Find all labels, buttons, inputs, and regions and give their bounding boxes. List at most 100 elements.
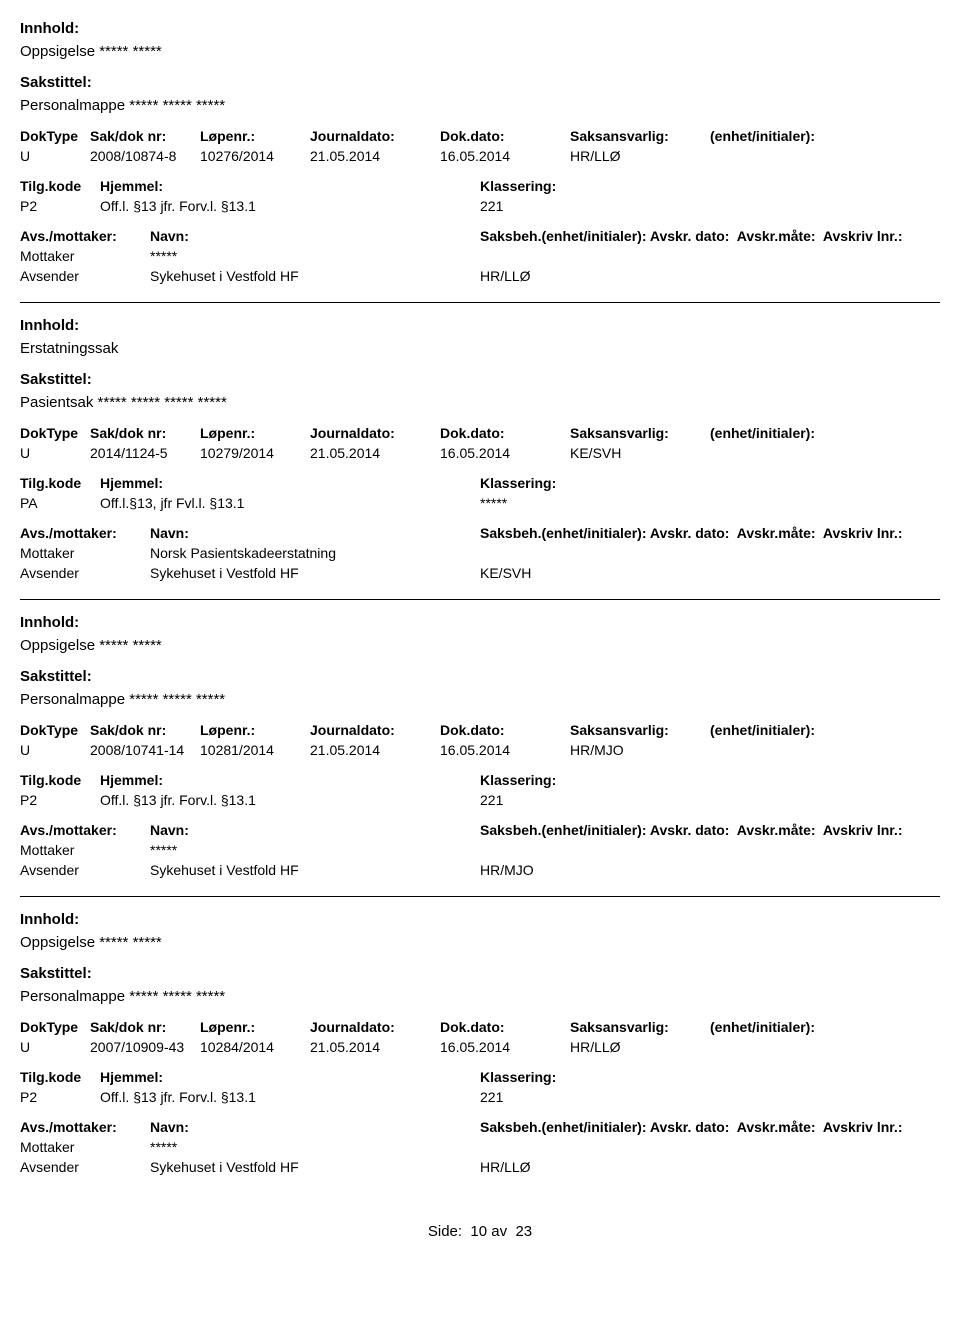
sakdok-val: 2008/10741-14 [90,742,200,758]
innhold-label: Innhold: [20,614,940,631]
journaldato-val: 21.05.2014 [310,1039,440,1055]
page-total: 23 [515,1223,532,1240]
doktype-hdr: DokType [20,128,90,144]
doktype-val: U [20,1039,90,1055]
avsender-label: Avsender [20,1159,150,1175]
tilgkode-hdr: Tilg.kode [20,1069,100,1085]
hjemmel-hdr: Hjemmel: [100,178,480,194]
innhold-value: Oppsigelse ***** ***** [20,43,940,60]
mottaker-navn: ***** [150,1139,480,1155]
sakstittel-value: Personalmappe ***** ***** ***** [20,97,940,114]
doc-header-row: DokType Sak/dok nr: Løpenr.: Journaldato… [20,425,940,441]
klassering-hdr: Klassering: [480,178,940,194]
mottaker-label: Mottaker [20,842,150,858]
sakstittel-value: Personalmappe ***** ***** ***** [20,988,940,1005]
journal-entry: Innhold: Erstatningssak Sakstittel: Pasi… [20,317,940,600]
journal-entry: Innhold: Oppsigelse ***** ***** Sakstitt… [20,614,940,897]
sakdok-hdr: Sak/dok nr: [90,1019,200,1035]
avsender-row: Avsender Sykehuset i Vestfold HF HR/LLØ [20,268,940,284]
saksansvarlig-hdr: Saksansvarlig: [570,722,710,738]
dokdato-val: 16.05.2014 [440,1039,570,1055]
avsender-row: Avsender Sykehuset i Vestfold HF HR/MJO [20,862,940,878]
hjemmel-val: Off.l. §13 jfr. Forv.l. §13.1 [100,792,480,808]
mottaker-navn: ***** [150,842,480,858]
tilg-value-row: P2 Off.l. §13 jfr. Forv.l. §13.1 221 [20,792,940,808]
mottaker-row: Mottaker ***** [20,1139,940,1155]
hjemmel-val: Off.l. §13 jfr. Forv.l. §13.1 [100,198,480,214]
saksbeh-hdr: Saksbeh.(enhet/initialer): Avskr. dato: … [480,822,940,838]
journaldato-hdr: Journaldato: [310,425,440,441]
doktype-val: U [20,742,90,758]
doktype-val: U [20,148,90,164]
sakdok-hdr: Sak/dok nr: [90,425,200,441]
klassering-val: 221 [480,198,940,214]
mottaker-row: Mottaker Norsk Pasientskadeerstatning [20,545,940,561]
journal-entry: Innhold: Oppsigelse ***** ***** Sakstitt… [20,911,940,1193]
mottaker-navn: ***** [150,248,480,264]
lopenr-hdr: Løpenr.: [200,425,310,441]
doktype-hdr: DokType [20,425,90,441]
sakstittel-label: Sakstittel: [20,668,940,685]
doktype-hdr: DokType [20,1019,90,1035]
journaldato-hdr: Journaldato: [310,128,440,144]
doc-value-row: U 2007/10909-43 10284/2014 21.05.2014 16… [20,1039,940,1055]
doc-header-row: DokType Sak/dok nr: Løpenr.: Journaldato… [20,128,940,144]
avsmottaker-hdr: Avs./mottaker: [20,525,150,541]
lopenr-hdr: Løpenr.: [200,128,310,144]
sakstittel-label: Sakstittel: [20,371,940,388]
tilg-header-row: Tilg.kode Hjemmel: Klassering: [20,772,940,788]
avsender-enhet: HR/LLØ [480,268,940,284]
saksansvarlig-val: KE/SVH [570,445,710,461]
tilg-header-row: Tilg.kode Hjemmel: Klassering: [20,178,940,194]
mottaker-row: Mottaker ***** [20,842,940,858]
innhold-label: Innhold: [20,317,940,334]
avsender-navn: Sykehuset i Vestfold HF [150,1159,480,1175]
avsender-enhet: HR/MJO [480,862,940,878]
enhet-hdr: (enhet/initialer): [710,722,940,738]
doc-value-row: U 2008/10741-14 10281/2014 21.05.2014 16… [20,742,940,758]
tilg-value-row: PA Off.l.§13, jfr Fvl.l. §13.1 ***** [20,495,940,511]
mottaker-label: Mottaker [20,545,150,561]
saksansvarlig-val: HR/MJO [570,742,710,758]
hjemmel-hdr: Hjemmel: [100,1069,480,1085]
journaldato-val: 21.05.2014 [310,148,440,164]
doc-header-row: DokType Sak/dok nr: Løpenr.: Journaldato… [20,722,940,738]
innhold-label: Innhold: [20,911,940,928]
enhet-hdr: (enhet/initialer): [710,425,940,441]
hjemmel-val: Off.l. §13 jfr. Forv.l. §13.1 [100,1089,480,1105]
avsender-navn: Sykehuset i Vestfold HF [150,862,480,878]
innhold-value: Oppsigelse ***** ***** [20,934,940,951]
entries-list: Innhold: Oppsigelse ***** ***** Sakstitt… [20,20,940,1193]
sakstittel-label: Sakstittel: [20,965,940,982]
sakstittel-value: Personalmappe ***** ***** ***** [20,691,940,708]
enhet-hdr: (enhet/initialer): [710,1019,940,1035]
side-label: Side: [428,1223,462,1240]
lopenr-hdr: Løpenr.: [200,1019,310,1035]
avsender-navn: Sykehuset i Vestfold HF [150,565,480,581]
tilg-value-row: P2 Off.l. §13 jfr. Forv.l. §13.1 221 [20,198,940,214]
sakdok-val: 2014/1124-5 [90,445,200,461]
saksbeh-hdr: Saksbeh.(enhet/initialer): Avskr. dato: … [480,525,940,541]
avsender-row: Avsender Sykehuset i Vestfold HF HR/LLØ [20,1159,940,1175]
saksbeh-hdr: Saksbeh.(enhet/initialer): Avskr. dato: … [480,1119,940,1135]
avs-header-row: Avs./mottaker: Navn: Saksbeh.(enhet/init… [20,1119,940,1135]
klassering-hdr: Klassering: [480,1069,940,1085]
avsender-navn: Sykehuset i Vestfold HF [150,268,480,284]
dokdato-hdr: Dok.dato: [440,128,570,144]
mottaker-navn: Norsk Pasientskadeerstatning [150,545,480,561]
tilgkode-val: P2 [20,792,100,808]
avs-header-row: Avs./mottaker: Navn: Saksbeh.(enhet/init… [20,525,940,541]
avsender-label: Avsender [20,268,150,284]
dokdato-val: 16.05.2014 [440,148,570,164]
lopenr-val: 10284/2014 [200,1039,310,1055]
journaldato-hdr: Journaldato: [310,1019,440,1035]
sakstittel-label: Sakstittel: [20,74,940,91]
avs-header-row: Avs./mottaker: Navn: Saksbeh.(enhet/init… [20,228,940,244]
avsender-label: Avsender [20,862,150,878]
klassering-val: ***** [480,495,940,511]
tilgkode-val: P2 [20,1089,100,1105]
dokdato-val: 16.05.2014 [440,742,570,758]
mottaker-label: Mottaker [20,1139,150,1155]
innhold-value: Oppsigelse ***** ***** [20,637,940,654]
hjemmel-hdr: Hjemmel: [100,475,480,491]
